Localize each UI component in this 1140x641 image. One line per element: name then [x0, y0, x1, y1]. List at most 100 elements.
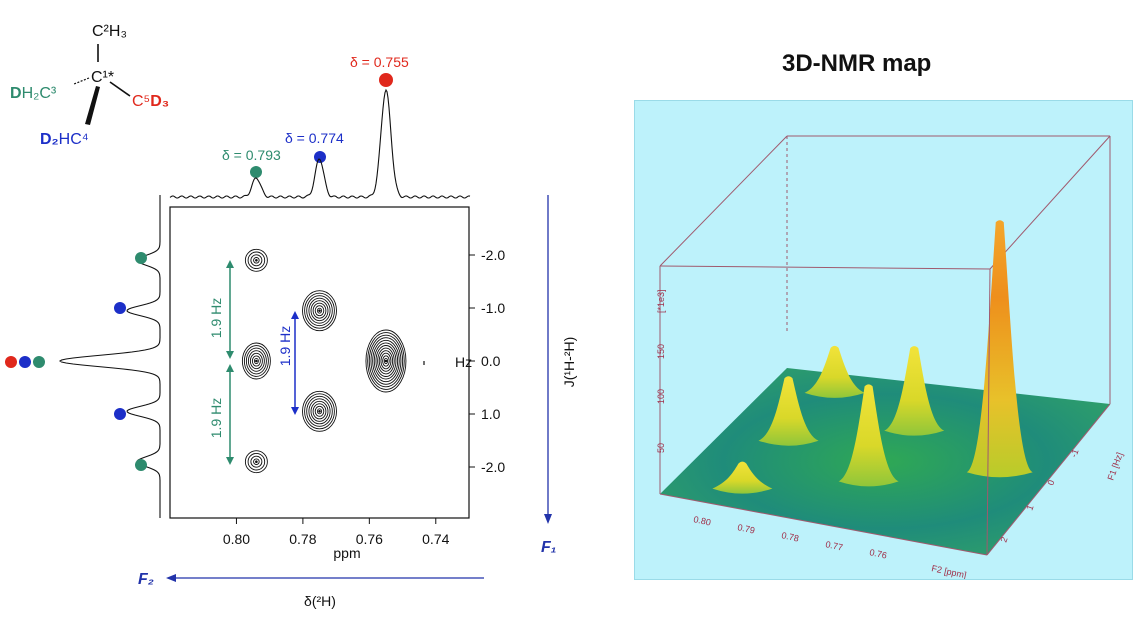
contour-ring	[308, 297, 331, 324]
surface-peak	[758, 376, 819, 446]
f2-arrow-head	[166, 574, 176, 582]
box-edge	[989, 135, 1111, 270]
contour-center	[318, 410, 321, 413]
contour-ring	[243, 345, 269, 377]
surface-z-tick-label: 50	[656, 443, 666, 453]
side-dot-blue-center	[19, 356, 31, 368]
contour-center	[255, 460, 258, 464]
y-tick-label: 1.0	[481, 406, 501, 422]
contour-ring	[241, 342, 271, 380]
surface-y-tick-label: 0	[1045, 479, 1056, 487]
contour-ring	[370, 337, 402, 385]
surface-y-tick-label: 2	[998, 536, 1009, 544]
surface-z-tick-label: 150	[656, 344, 666, 359]
contour-ring	[306, 295, 333, 327]
contour-ring	[304, 393, 335, 430]
bond-right	[109, 81, 131, 97]
surface-y-tick-label: 1	[1024, 504, 1035, 512]
bond-wedge	[85, 86, 100, 125]
surface-z-tick-label: 100	[656, 389, 666, 404]
box-edge	[986, 403, 1111, 556]
peak-label-red: δ = 0.755	[350, 54, 409, 70]
peak-label-green: δ = 0.793	[222, 147, 281, 163]
f1-arrow-head	[544, 514, 552, 524]
contour-center	[384, 359, 388, 363]
f2-label: F₂	[138, 571, 154, 588]
contour-ring	[244, 450, 268, 474]
y-axis-label: J(¹H-²H)	[561, 337, 577, 388]
side-dot-red-center	[5, 356, 17, 368]
contour-ring	[247, 350, 265, 372]
contour-ring	[373, 342, 399, 380]
surface-peak	[712, 461, 773, 494]
top-projection-spectrum	[169, 88, 471, 199]
coupling-label-green-top: 1.9 Hz	[208, 298, 224, 338]
contour-ring	[312, 403, 327, 420]
contour-ring	[306, 395, 333, 427]
side-projection-spectrum	[58, 195, 161, 518]
surface-peak	[838, 384, 899, 487]
surface-x-tick-label: 0.78	[781, 530, 800, 543]
contour-ring	[383, 357, 389, 365]
box-edge	[659, 493, 988, 556]
nmr-2d-panel: C²H₃ C¹* DH₂C³ C⁵D₃ D₂HC⁴ δ = 0.793 δ = …	[5, 23, 577, 609]
y-tick-label: 0.0	[481, 353, 501, 369]
y-axis: -2.0 -1.0 0.0 1.0 -2.0	[469, 247, 505, 475]
contour-ring	[375, 345, 397, 377]
surface-x-tick-label: 0.79	[737, 522, 756, 535]
contour-center	[318, 309, 321, 312]
contour-ring	[302, 290, 337, 332]
contour-ring	[377, 347, 395, 375]
contour-peak	[365, 329, 407, 393]
box-front-edges	[659, 266, 1111, 556]
contour-peak	[244, 450, 268, 474]
contour-ring	[308, 398, 331, 425]
surface-peak	[884, 346, 945, 436]
contour-center	[255, 259, 258, 262]
surface-peaks	[712, 220, 1033, 494]
molecule-structure: C²H₃ C¹* DH₂C³ C⁵D₃ D₂HC⁴	[10, 23, 169, 148]
contour-center	[255, 359, 258, 363]
coupling-arrows	[226, 260, 299, 465]
contour-peak	[241, 342, 271, 380]
methyl-top-label: C²H₃	[92, 23, 127, 40]
coupling-label-blue: 1.9 Hz	[277, 326, 293, 366]
contour-ring	[244, 248, 268, 272]
side-dot-green-top	[135, 252, 147, 264]
surface-y-axis-label: F1 [Hz]	[1105, 451, 1124, 482]
contour-ring	[380, 352, 392, 370]
y-unit-label: Hz	[455, 354, 472, 370]
contour-peaks	[241, 248, 407, 474]
contour-ring	[253, 357, 259, 365]
y-tick-label: -1.0	[481, 300, 505, 316]
surface-peak	[804, 345, 865, 398]
box-back-edges	[659, 135, 1111, 404]
contour-ring	[378, 350, 394, 372]
contour-ring	[250, 455, 263, 468]
contour-ring	[253, 458, 260, 465]
coupling-label-green-bottom: 1.9 Hz	[208, 398, 224, 438]
surface-x-tick-label: 0.80	[693, 514, 712, 527]
surface-x-tick-label: 0.76	[869, 547, 888, 560]
side-dot-green-bottom	[135, 459, 147, 471]
contour-ring	[314, 405, 325, 417]
contour-ring	[250, 254, 263, 267]
surface-x-tick-label: 0.77	[825, 539, 844, 552]
x-tick-label: 0.76	[356, 531, 383, 547]
contour-peak	[244, 248, 268, 272]
x-tick-label: 0.74	[422, 531, 449, 547]
contour-ring	[304, 292, 335, 329]
contour-ring	[247, 251, 266, 270]
contour-ring	[245, 347, 267, 375]
x-axis-label: ppm	[333, 545, 360, 561]
x-axis: 0.80 0.78 0.76 0.74	[223, 518, 450, 547]
surface-peak	[966, 220, 1033, 478]
surface-plot: 0.80 0.79 0.78 0.77 0.76 F2 [ppm] 2 1 0 -1 F1 [Hz]…	[656, 135, 1125, 580]
side-dot-blue-top	[114, 302, 126, 314]
peak-dot-red	[379, 73, 393, 87]
contour-peak	[302, 290, 337, 332]
bottom-group-label: D₂HC⁴	[40, 131, 89, 148]
contour-ring	[302, 390, 337, 432]
contour-peak	[302, 390, 337, 432]
